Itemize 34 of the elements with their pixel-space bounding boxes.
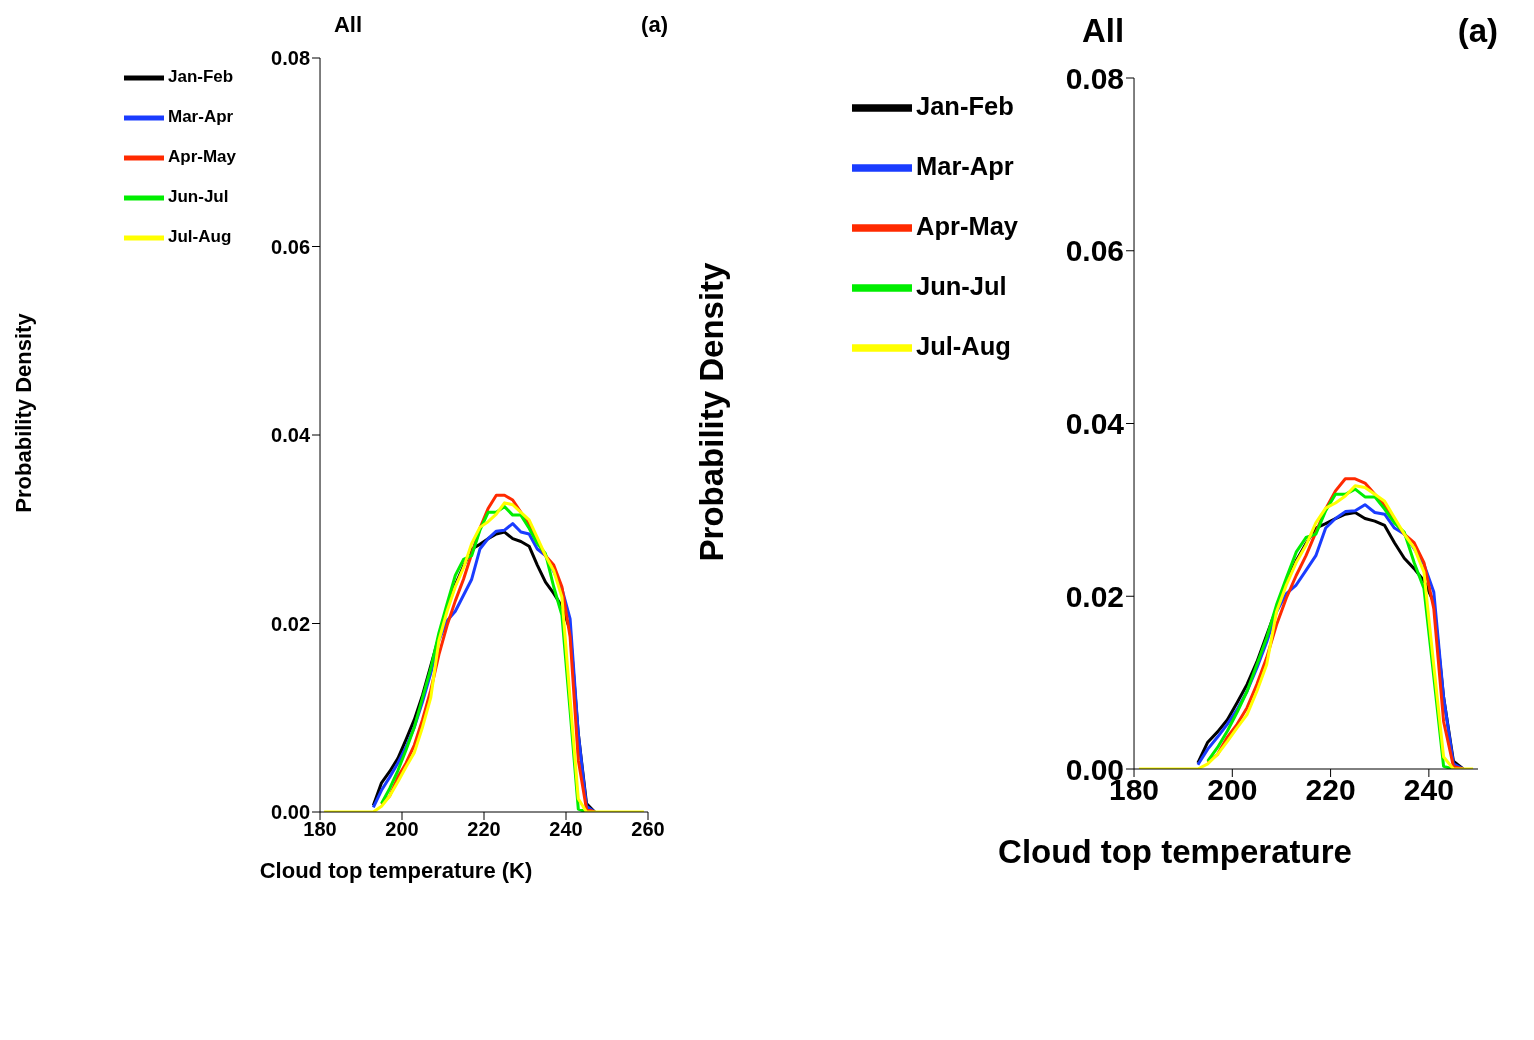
- x-tick-label: 220: [467, 818, 501, 841]
- y-tick-label: 0.06: [271, 235, 311, 258]
- x-axis-title: Cloud top temperature: [997, 833, 1353, 871]
- legend-label: Jun-Jul: [168, 187, 229, 207]
- legend-label: Jan-Feb: [916, 91, 1014, 120]
- legend-label: Apr-May: [168, 147, 237, 167]
- legend-label: Jul-Aug: [916, 331, 1011, 360]
- legend-label: Jun-Jul: [916, 271, 1007, 300]
- y-tick-label: 0.08: [1065, 61, 1125, 95]
- x-tick-label: 240: [1403, 773, 1454, 807]
- y-axis-title: Probability Density: [11, 312, 37, 513]
- text: (a): [1457, 12, 1498, 50]
- x-tick-label: 240: [549, 818, 583, 841]
- y-tick-label: 0.08: [271, 47, 311, 70]
- y-tick-label: 0.04: [271, 424, 311, 447]
- x-tick-label: 200: [385, 818, 419, 841]
- legend-label: Apr-May: [916, 211, 1019, 240]
- x-tick-label: 200: [1207, 773, 1258, 807]
- text: (a): [641, 12, 668, 38]
- legend-label: Jul-Aug: [168, 227, 232, 247]
- y-tick-label: 0.02: [1065, 579, 1125, 613]
- y-tick-label: 0.06: [1065, 234, 1125, 268]
- y-axis-title: Probability Density: [693, 262, 731, 562]
- x-tick-label: 260: [631, 818, 665, 841]
- legend-label: Mar-Apr: [168, 107, 234, 127]
- chart-title: All: [1081, 12, 1125, 49]
- legend-label: Jan-Feb: [168, 67, 234, 87]
- y-tick-label: 0.02: [271, 612, 311, 635]
- chart-title: All: [333, 12, 363, 37]
- legend-label: Mar-Apr: [916, 151, 1014, 180]
- x-axis-title: Cloud top temperature (K): [258, 858, 534, 884]
- x-tick-label: 180: [303, 818, 337, 841]
- y-tick-label: 0.04: [1065, 407, 1125, 441]
- x-tick-label: 220: [1305, 773, 1356, 807]
